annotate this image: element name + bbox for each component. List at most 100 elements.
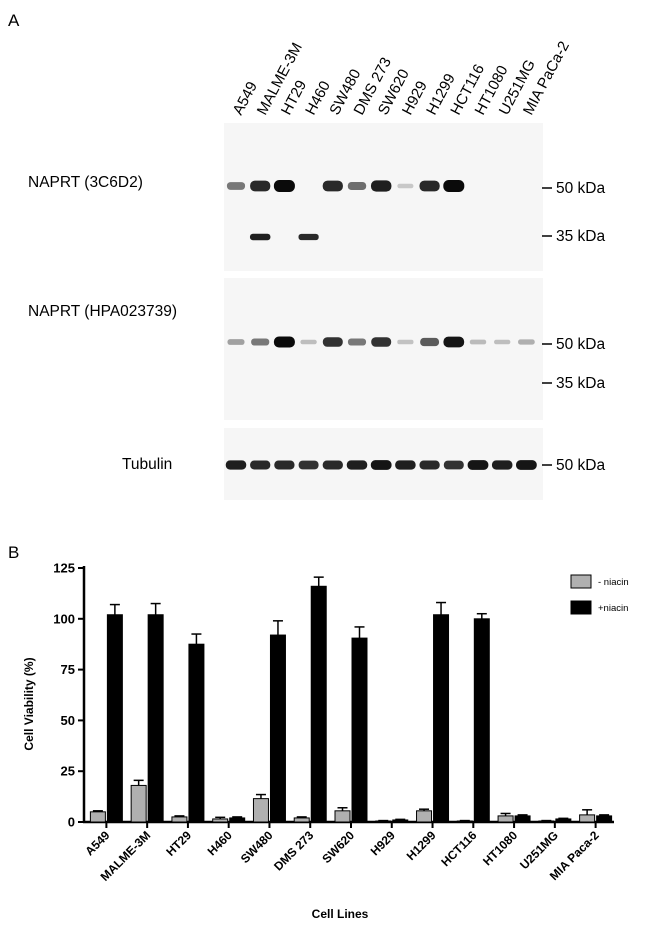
band [443, 460, 464, 470]
bar [555, 818, 572, 823]
marker-35-kda: 35 kDa [556, 375, 605, 392]
x-tick-label: DMS 273 [271, 828, 317, 874]
bar [497, 815, 514, 823]
blot-membrane [224, 123, 543, 271]
band [226, 182, 246, 190]
band [274, 460, 295, 470]
legend-label: - niacin [598, 577, 629, 588]
band [419, 180, 440, 192]
band [491, 460, 513, 470]
y-tick-label: 75 [61, 662, 75, 677]
viability-bar-chart: Cell Viability (%) Cell Lines - niacin +n… [22, 561, 629, 922]
y-axis-title: Cell Viability (%) [22, 657, 36, 750]
band [300, 339, 317, 345]
band [370, 460, 392, 470]
bar [89, 811, 106, 823]
band [322, 180, 343, 192]
band [227, 339, 245, 345]
bar [310, 585, 327, 823]
band [516, 460, 537, 470]
bar [351, 637, 368, 823]
band [322, 460, 343, 470]
x-axis-title: Cell Lines [312, 907, 369, 921]
bar [433, 614, 450, 823]
band [249, 233, 271, 241]
bar [171, 816, 188, 823]
band [250, 180, 271, 192]
y-tick-label: 25 [61, 764, 75, 779]
x-tick-label: SW620 [319, 828, 357, 866]
band [347, 338, 367, 346]
panel-a-letter: A [8, 11, 20, 30]
x-tick-label: HT29 [163, 828, 194, 859]
marker-35-kda: 35 kDa [556, 228, 605, 245]
marker-50-kda: 50 kDa [556, 457, 605, 474]
y-tick-label: 100 [53, 611, 75, 626]
bar [334, 810, 351, 823]
band [298, 233, 319, 241]
band [347, 181, 367, 191]
band [298, 460, 319, 470]
bar [514, 815, 531, 823]
band [322, 337, 343, 347]
panel-b-letter: B [8, 543, 19, 562]
legend-swatch [570, 600, 592, 615]
band [397, 339, 414, 345]
band [420, 337, 440, 347]
band [250, 460, 271, 470]
x-tick-label: SW480 [238, 828, 276, 866]
blot-membrane [224, 278, 543, 420]
band [397, 183, 414, 189]
bar [392, 819, 409, 823]
bar [473, 618, 490, 823]
x-tick-label: H1299 [404, 828, 439, 863]
band [467, 460, 489, 470]
x-tick-label: HT1080 [480, 828, 520, 868]
antibody-label-tubulin: Tubulin [122, 456, 172, 473]
x-tick-label: HCT116 [438, 828, 479, 869]
bar [106, 614, 123, 823]
bar [269, 634, 286, 823]
band [518, 339, 535, 345]
x-tick-label: H460 [205, 828, 235, 858]
band [419, 460, 440, 470]
band [225, 460, 247, 470]
blot-naprt-hpa023739: NAPRT (HPA023739) 50 kDa 35 kDa [28, 278, 605, 420]
band [273, 180, 295, 192]
band [370, 180, 392, 192]
marker-50-kda: 50 kDa [556, 336, 605, 353]
y-tick-label: 125 [53, 561, 75, 576]
bar [416, 810, 433, 823]
blot-tubulin: Tubulin 50 kDa [122, 428, 605, 500]
band [251, 338, 270, 346]
bar [212, 818, 229, 823]
band [494, 339, 511, 345]
antibody-label-naprt-hpa023739: NAPRT (HPA023739) [28, 303, 177, 320]
y-tick-label: 0 [68, 815, 75, 830]
band [395, 460, 416, 470]
band [273, 336, 295, 348]
antibody-label-naprt-3c6d2: NAPRT (3C6D2) [28, 174, 143, 191]
band [443, 336, 465, 348]
bar [147, 614, 164, 823]
blot-naprt-3c6d2: NAPRT (3C6D2) 50 kDa 35 kDa [28, 123, 605, 271]
y-tick-label: 50 [61, 713, 75, 728]
bar [579, 814, 596, 823]
band [346, 460, 368, 470]
x-tick-label: H929 [368, 828, 398, 858]
band [371, 337, 392, 347]
marker-50-kda: 50 kDa [556, 180, 605, 197]
legend-label: +niacin [598, 603, 628, 614]
legend-swatch [570, 574, 592, 589]
bar [229, 817, 246, 823]
bar [130, 784, 147, 823]
legend: - niacin +niacin [570, 574, 629, 615]
band [469, 339, 487, 345]
bar [596, 815, 613, 823]
bar [252, 798, 269, 823]
bar [293, 817, 310, 823]
bar [188, 643, 205, 823]
band [443, 180, 465, 192]
